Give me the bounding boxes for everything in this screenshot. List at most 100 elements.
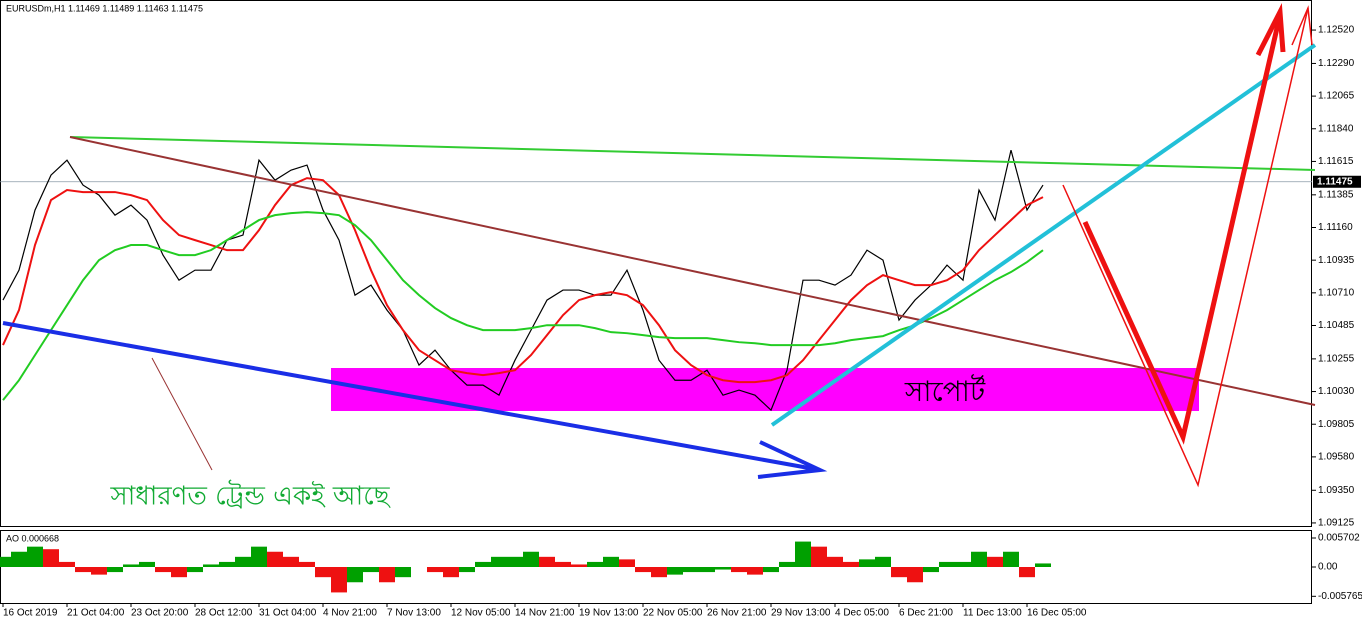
ao-bar xyxy=(683,567,699,573)
ao-bar xyxy=(971,551,987,567)
ao-bar xyxy=(779,561,795,567)
moving-average xyxy=(2,177,1044,384)
ao-bar xyxy=(571,564,587,567)
x-tick-label: 26 Nov 21:00 xyxy=(707,608,767,619)
forecast-path xyxy=(1062,7,1309,488)
ao-bar xyxy=(539,556,555,567)
trend-line xyxy=(69,136,1316,171)
x-tick-label: 21 Oct 04:00 xyxy=(67,608,125,619)
ao-bar xyxy=(875,556,891,567)
x-tick-label: 16 Oct 2019 xyxy=(3,608,58,619)
ao-bar xyxy=(235,556,251,567)
trend-line xyxy=(770,43,1317,427)
trend-note: সাধারণত ট্রেন্ড একই আছে xyxy=(110,480,391,512)
y-tick-label: 1.11385 xyxy=(1318,189,1354,200)
x-tick-label: 31 Oct 04:00 xyxy=(259,608,317,619)
trend-arrow xyxy=(2,321,821,472)
ao-bar xyxy=(75,567,91,573)
arrow-head xyxy=(757,440,828,479)
y-tick-label: 1.10030 xyxy=(1318,386,1355,397)
ao-bar xyxy=(523,551,539,567)
ao-bar xyxy=(603,556,619,567)
ao-bar xyxy=(11,551,27,567)
ao-bar xyxy=(939,561,955,567)
ao-bar xyxy=(315,567,331,578)
ao-bar xyxy=(731,567,747,573)
x-tick-label: 4 Dec 05:00 xyxy=(835,608,889,619)
y-tick-label: 1.09580 xyxy=(1318,452,1355,463)
ao-bar xyxy=(859,559,875,567)
y-tick-label: 1.10255 xyxy=(1318,354,1355,365)
ao-bar xyxy=(843,561,859,567)
y-tick-label: 1.09350 xyxy=(1318,485,1355,496)
y-tick-label: 0.005702 xyxy=(1318,533,1360,544)
ao-bar xyxy=(379,567,395,583)
y-tick-label: 1.11615 xyxy=(1318,156,1354,167)
ao-bar xyxy=(395,567,411,578)
price-tag-bg xyxy=(1313,175,1361,188)
y-tick-label: 1.09805 xyxy=(1318,419,1355,430)
ao-bar xyxy=(43,549,59,567)
ao-bar xyxy=(635,567,651,573)
ao-bar xyxy=(251,546,267,567)
ao-bar xyxy=(123,564,139,567)
ao-bar xyxy=(811,546,827,567)
ao-bar xyxy=(923,567,939,573)
ao-bar xyxy=(203,564,219,567)
ao-bar xyxy=(491,556,507,567)
ao-bar xyxy=(171,567,187,578)
x-tick-label: 12 Nov 05:00 xyxy=(451,608,511,619)
ao-bar xyxy=(651,567,667,578)
y-tick-label: 1.09125 xyxy=(1318,518,1355,529)
x-tick-label: 6 Dec 21:00 xyxy=(899,608,953,619)
price-tag: 1.11475 xyxy=(1317,176,1353,187)
ao-bar xyxy=(427,567,443,573)
ao-bar xyxy=(1003,551,1019,567)
arrow-head xyxy=(1291,5,1313,46)
x-tick-label: 22 Nov 05:00 xyxy=(643,608,703,619)
y-tick-label: 0.00 xyxy=(1318,562,1338,573)
ao-bar xyxy=(827,556,843,567)
arrow-head xyxy=(1255,2,1286,57)
ao-bar xyxy=(0,556,11,567)
x-tick-label: 14 Nov 21:00 xyxy=(515,608,575,619)
forecast-path xyxy=(1082,14,1283,445)
ao-bar xyxy=(283,556,299,567)
y-tick-label: 1.12065 xyxy=(1318,91,1355,102)
pointer-line xyxy=(151,357,213,471)
support-label: সাপোর্ট xyxy=(904,374,986,408)
ao-bar xyxy=(1019,567,1035,578)
ao-bar xyxy=(667,567,683,575)
ao-bar xyxy=(907,567,923,583)
y-tick-label: 1.12520 xyxy=(1318,25,1355,36)
ao-bar xyxy=(187,567,203,573)
main-panel-frame xyxy=(0,0,1312,527)
ao-bar xyxy=(299,561,315,567)
ao-bar xyxy=(987,556,1003,567)
moving-average xyxy=(2,211,1044,401)
ao-bar xyxy=(475,561,491,567)
ao-bar xyxy=(59,561,75,567)
y-tick-label: 1.11160 xyxy=(1318,222,1353,233)
ao-bar xyxy=(619,559,635,567)
ao-bar xyxy=(139,561,155,567)
x-tick-label: 23 Oct 20:00 xyxy=(131,608,189,619)
x-tick-label: 11 Dec 13:00 xyxy=(963,608,1022,619)
ao-bar xyxy=(219,561,235,567)
ao-bar xyxy=(27,546,43,567)
ao-bar xyxy=(107,567,123,573)
y-tick-label: 1.10485 xyxy=(1318,320,1355,331)
ao-bar xyxy=(363,567,379,573)
ao-bar xyxy=(91,567,107,575)
trend-line xyxy=(69,136,1316,406)
y-tick-label: -0.005765 xyxy=(1318,591,1362,602)
drawings: সাপোর্ট সাধারণত ট্রেন্ড একই আছে xyxy=(2,2,1317,512)
y-tick-label: 1.10935 xyxy=(1318,255,1355,266)
ao-bar xyxy=(507,556,523,567)
x-tick-label: 19 Nov 13:00 xyxy=(579,608,639,619)
ao-bar xyxy=(555,561,571,567)
price-line-series xyxy=(2,149,1044,412)
chart-title: EURUSDm,H1 1.11469 1.11489 1.11463 1.114… xyxy=(6,3,203,13)
ao-bar xyxy=(443,567,459,578)
